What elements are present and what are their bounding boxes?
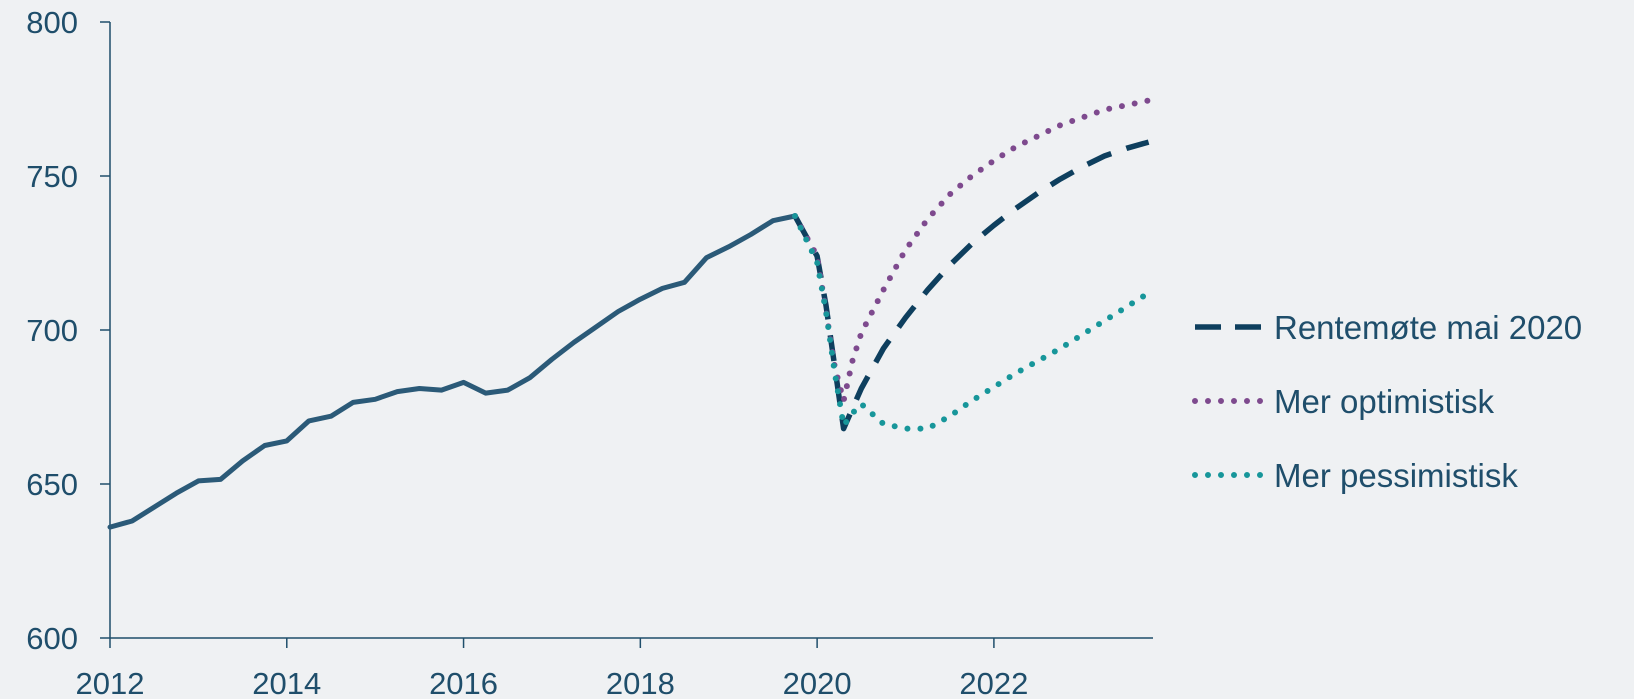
x-tick-label: 2012 [76,666,145,699]
x-tick-label: 2022 [959,666,1028,699]
axes: 600 650 700 750 800 2012 2014 2016 2018 2020 2022 [26,5,1153,699]
y-tick-label: 600 [26,621,78,656]
y-tick-label: 800 [26,5,78,40]
legend-label-pessimistic: Mer pessimistisk [1274,457,1518,494]
x-tick-label: 2014 [252,666,321,699]
series-line-pessimistic [792,213,1152,432]
y-tick-label: 750 [26,159,78,194]
legend-label-baseline: Rentemøte mai 2020 [1274,309,1582,346]
x-tick-label: 2016 [429,666,498,699]
y-tick-label: 650 [26,467,78,502]
y-tick-label: 700 [26,313,78,348]
x-tick-label: 2020 [783,666,852,699]
x-tick-label: 2018 [606,666,675,699]
series-line-historical [107,213,798,530]
series-line-optimistic [792,97,1152,404]
plot-area [107,97,1152,530]
legend-label-optimistic: Mer optimistisk [1274,383,1495,420]
legend: Rentemøte mai 2020 Mer optimistisk Mer pes… [1192,309,1582,494]
